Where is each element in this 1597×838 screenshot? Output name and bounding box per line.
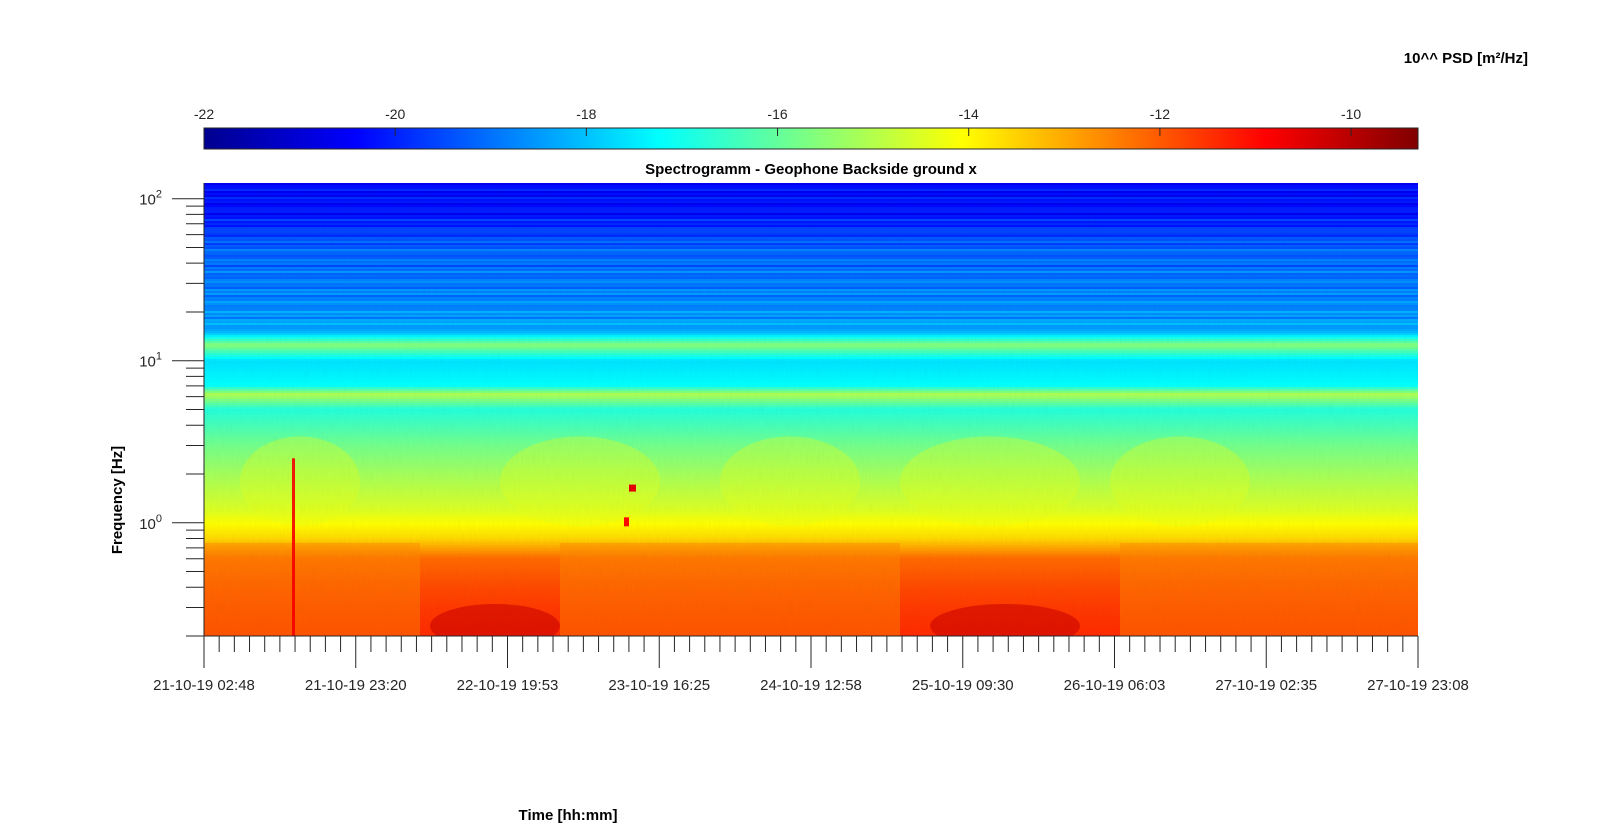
x-tick-label: 21-10-19 23:20 bbox=[305, 677, 407, 694]
x-tick-label: 26-10-19 06:03 bbox=[1064, 677, 1166, 694]
x-tick-label: 27-10-19 23:08 bbox=[1367, 677, 1469, 694]
y-tick-label: 101 bbox=[139, 351, 162, 371]
y-axis: 100 101 102 bbox=[139, 183, 205, 637]
heatmap-noise-texture bbox=[204, 183, 1418, 636]
colorbar-tick-label: -18 bbox=[576, 106, 596, 122]
colorbar-label: 10^^ PSD [m²/Hz] bbox=[1404, 50, 1528, 67]
spectrogram-plot-area bbox=[204, 183, 1418, 636]
x-tick-label: 21-10-19 02:48 bbox=[153, 677, 255, 694]
x-tick-label: 22-10-19 19:53 bbox=[457, 677, 559, 694]
x-tick-label: 27-10-19 02:35 bbox=[1215, 677, 1317, 694]
colorbar-tick-label: -12 bbox=[1150, 106, 1170, 122]
y-tick-label: 100 bbox=[139, 513, 162, 533]
y-axis-label: Frequency [Hz] bbox=[109, 446, 126, 554]
colorbar-tick-label: -14 bbox=[959, 106, 979, 122]
y-tick-label: 102 bbox=[139, 189, 162, 209]
chart-title: Spectrogramm - Geophone Backside ground … bbox=[645, 161, 977, 178]
colorbar-tick-label: -20 bbox=[385, 106, 405, 122]
x-axis: 21-10-19 02:48 21-10-19 23:20 22-10-19 19:… bbox=[153, 635, 1469, 694]
colorbar-ticks: -22 -20 -18 -16 -14 -12 -10 bbox=[194, 106, 1361, 136]
x-tick-label: 24-10-19 12:58 bbox=[760, 677, 862, 694]
colorbar-gradient bbox=[203, 127, 1419, 150]
colorbar-tick-label: -16 bbox=[767, 106, 787, 122]
x-axis-label: Time [hh:mm] bbox=[519, 807, 618, 824]
colorbar-tick-label: -22 bbox=[194, 106, 214, 122]
x-tick-label: 25-10-19 09:30 bbox=[912, 677, 1014, 694]
colorbar-tick-label: -10 bbox=[1341, 106, 1361, 122]
colorbar: -22 -20 -18 -16 -14 -12 -10 bbox=[194, 106, 1419, 150]
x-tick-label: 23-10-19 16:25 bbox=[608, 677, 710, 694]
